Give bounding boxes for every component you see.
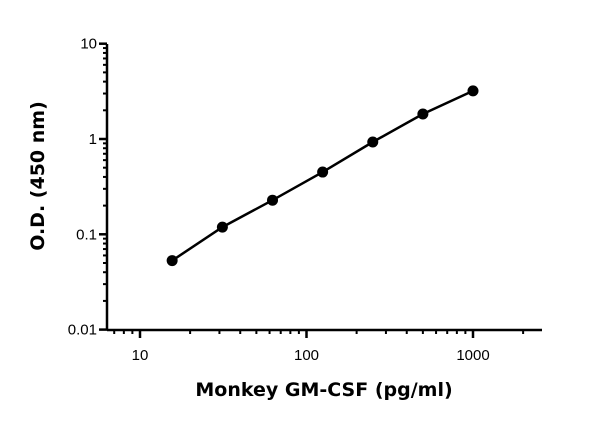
data-point [267, 194, 279, 206]
data-point [367, 136, 379, 148]
y-tick-label: 0.01 [68, 322, 97, 339]
y-axis: 0.01 0.1 1 10 [68, 36, 109, 339]
data-point [216, 221, 228, 233]
x-axis: 10 100 1000 [107, 328, 542, 364]
data-series [166, 85, 479, 267]
data-point [317, 166, 329, 178]
x-tick-label: 10 [132, 347, 149, 364]
y-axis-title: O.D. (450 nm) [27, 101, 49, 251]
x-tick-label: 1000 [456, 347, 489, 364]
y-tick-label: 10 [80, 36, 97, 53]
y-tick-label: 0.1 [76, 226, 97, 243]
data-point [166, 255, 178, 267]
data-point [467, 85, 479, 97]
y-tick-label: 1 [89, 131, 97, 148]
data-point [417, 108, 429, 120]
x-axis-title: Monkey GM-CSF (pg/ml) [195, 379, 452, 401]
x-tick-label: 100 [294, 347, 319, 364]
